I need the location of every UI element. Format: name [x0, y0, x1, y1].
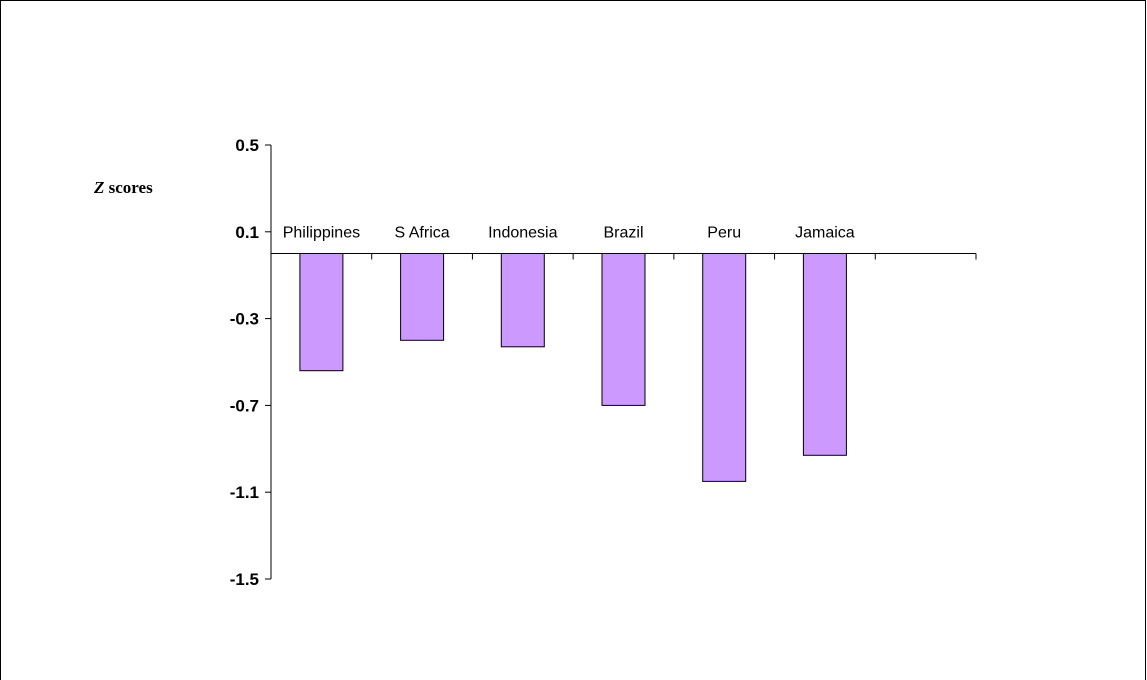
category-label: Indonesia	[488, 225, 557, 242]
y-tick-label: -1.5	[230, 570, 259, 589]
y-axis-label: Z scores	[93, 178, 153, 197]
category-label: Jamaica	[795, 225, 855, 242]
y-tick-label: 0.5	[235, 136, 259, 155]
y-tick-label: -0.7	[230, 396, 259, 415]
y-tick-label: -0.3	[230, 310, 259, 329]
bars-group	[299, 253, 847, 482]
bar-brazil	[601, 253, 646, 406]
y-tick-label: -1.1	[230, 483, 259, 502]
axes-group	[265, 144, 977, 580]
y-axis-label-rest: scores	[104, 178, 153, 197]
y-axis-label-italic: Z	[93, 178, 104, 197]
bar-s-africa	[400, 253, 445, 341]
category-label: Brazil	[603, 225, 643, 242]
category-label: Philippines	[283, 225, 360, 242]
category-label: Peru	[707, 225, 741, 242]
bar-peru	[702, 253, 747, 482]
bar-philippines	[299, 253, 344, 372]
labels-group: 0.5 0.1 -0.3 -0.7 -1.1 -1.5 Philippines S Afric…	[230, 136, 855, 589]
bar-indonesia	[500, 253, 545, 348]
category-label: S Africa	[395, 225, 450, 242]
y-tick-label: 0.1	[235, 223, 259, 242]
bar-jamaica	[802, 253, 847, 456]
